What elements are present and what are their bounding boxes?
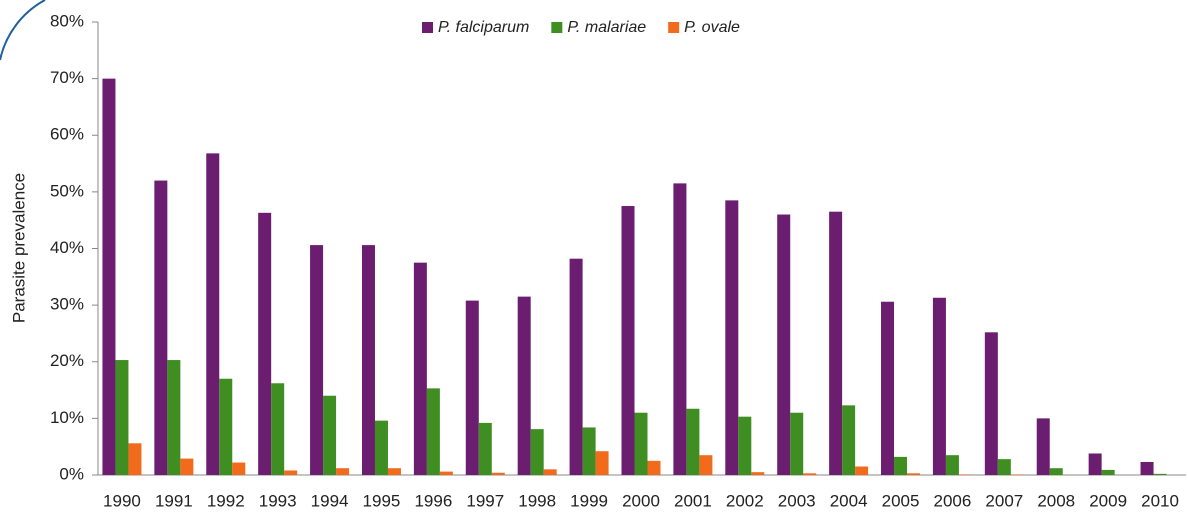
x-tick-label: 2010 <box>1141 491 1179 510</box>
bar <box>777 214 791 475</box>
x-tick-label: 2000 <box>622 491 660 510</box>
bar <box>997 459 1011 475</box>
bar <box>1049 468 1063 475</box>
bar <box>881 301 895 475</box>
bar <box>115 360 129 475</box>
bar <box>310 245 324 475</box>
x-tick-label: 1999 <box>570 491 608 510</box>
bar <box>1140 461 1154 475</box>
bar <box>582 427 596 475</box>
x-tick-label: 1996 <box>414 491 452 510</box>
y-tick-label: 60% <box>50 125 84 144</box>
y-tick-label: 80% <box>50 11 84 30</box>
x-tick-label: 1993 <box>259 491 297 510</box>
x-tick-label: 2002 <box>726 491 764 510</box>
x-tick-label: 2001 <box>674 491 712 510</box>
y-tick-label: 10% <box>50 408 84 427</box>
legend-swatch <box>422 22 433 33</box>
legend-label: P. falciparum <box>438 19 529 36</box>
bar <box>336 468 350 475</box>
bar <box>426 388 440 475</box>
x-tick-label: 2007 <box>985 491 1023 510</box>
bar <box>1101 469 1115 475</box>
bar <box>958 474 972 475</box>
legend-label: P. ovale <box>684 19 740 36</box>
bar <box>725 200 739 475</box>
legend-label: P. malariae <box>567 19 646 36</box>
bar <box>1010 474 1024 475</box>
x-tick-label: 1997 <box>466 491 504 510</box>
bar <box>258 212 272 476</box>
x-tick-label: 1990 <box>103 491 141 510</box>
bar <box>219 378 233 475</box>
legend-swatch <box>551 22 563 33</box>
y-tick-label: 70% <box>50 68 84 87</box>
bar <box>271 383 285 475</box>
bar <box>932 297 946 475</box>
bar <box>232 462 246 475</box>
x-tick-label: 2003 <box>778 491 816 510</box>
bar <box>984 332 998 475</box>
bar <box>387 468 401 475</box>
x-tick-label: 1991 <box>155 491 193 510</box>
y-tick-label: 50% <box>50 181 84 200</box>
x-tick-label: 1995 <box>363 491 401 510</box>
bar <box>374 420 388 475</box>
bar <box>842 405 856 475</box>
bar <box>413 262 427 475</box>
x-tick-label: 1998 <box>518 491 556 510</box>
x-tick-label: 2008 <box>1037 491 1075 510</box>
bar <box>621 206 635 475</box>
bar <box>595 451 609 475</box>
bar <box>790 412 804 475</box>
bar <box>180 458 194 475</box>
bar <box>907 473 921 475</box>
bar <box>465 300 479 475</box>
bar <box>439 471 453 475</box>
bar <box>945 455 959 475</box>
bar <box>569 258 583 475</box>
x-tick-label: 2005 <box>882 491 920 510</box>
bar <box>634 412 648 475</box>
bar <box>894 456 908 475</box>
bar <box>491 472 505 475</box>
bar <box>1036 418 1050 475</box>
bar <box>167 360 181 475</box>
bar <box>829 211 843 475</box>
bar <box>323 395 337 475</box>
x-tick-label: 1992 <box>207 491 245 510</box>
bar <box>855 466 869 475</box>
y-axis-title: Parasite prevalence <box>9 173 28 323</box>
x-tick-label: 2004 <box>830 491 868 510</box>
legend-swatch <box>668 22 680 33</box>
bar <box>154 180 168 476</box>
y-tick-label: 20% <box>50 351 84 370</box>
bar <box>647 460 661 475</box>
bar <box>361 245 375 475</box>
x-tick-label: 2009 <box>1089 491 1127 510</box>
bar <box>128 443 142 475</box>
y-tick-label: 40% <box>50 238 84 257</box>
bar <box>751 472 765 475</box>
bar <box>478 422 492 475</box>
bar <box>543 469 557 475</box>
bar <box>284 470 298 475</box>
bar <box>699 455 713 475</box>
bar <box>738 416 752 475</box>
bar <box>1088 453 1102 475</box>
y-tick-label: 0% <box>59 464 84 483</box>
y-tick-label: 30% <box>50 295 84 314</box>
bar <box>686 408 700 475</box>
bar <box>102 78 116 475</box>
x-tick-label: 1994 <box>311 491 349 510</box>
bar <box>1153 473 1167 475</box>
x-tick-label: 2006 <box>934 491 972 510</box>
bar <box>530 429 544 475</box>
decoration-arc <box>0 0 46 61</box>
bar <box>803 473 817 475</box>
bar <box>206 153 220 475</box>
bar <box>517 296 531 475</box>
bar <box>673 183 687 475</box>
